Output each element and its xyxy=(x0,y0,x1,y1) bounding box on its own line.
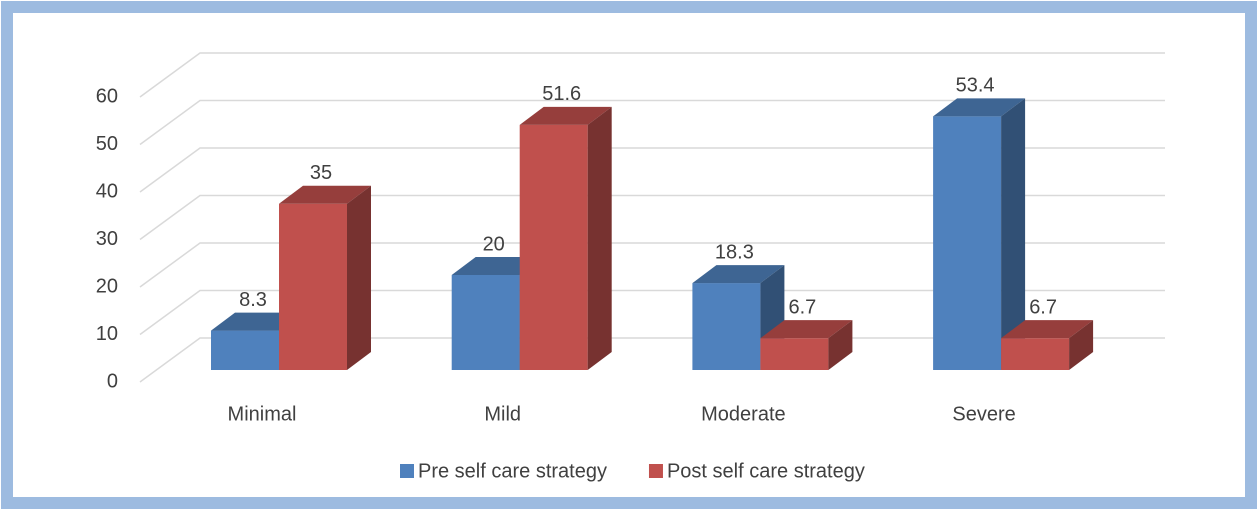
y-tick-label: 50 xyxy=(96,133,118,155)
y-tick-label: 10 xyxy=(96,323,118,345)
bar-front xyxy=(519,124,588,371)
grid-line xyxy=(139,194,1165,241)
bar-front xyxy=(279,203,347,370)
bar-side xyxy=(347,185,371,370)
legend-label: Pre self care strategy xyxy=(418,460,607,482)
grid-line xyxy=(139,147,1165,193)
bar-top xyxy=(279,185,371,204)
bar-side xyxy=(828,320,853,370)
x-tick-label: Severe xyxy=(952,403,1015,425)
y-tick-label: 40 xyxy=(96,180,118,202)
legend-swatch xyxy=(648,464,663,478)
bar-front xyxy=(760,338,829,370)
bar-top xyxy=(933,98,1026,117)
bar-front xyxy=(451,275,520,370)
grid-line xyxy=(139,99,1165,146)
bar-front xyxy=(1001,338,1070,370)
legend-label: Post self care strategy xyxy=(667,460,865,482)
bar-side xyxy=(1069,320,1094,370)
x-tick-label: Mild xyxy=(484,403,521,425)
x-tick-label: Minimal xyxy=(228,403,297,425)
y-tick-label: 0 xyxy=(107,370,118,392)
legend-swatch xyxy=(400,464,414,478)
grid-line xyxy=(139,242,1165,288)
data-label: 20 xyxy=(483,233,505,255)
bar-top xyxy=(1001,320,1094,339)
data-label: 51.6 xyxy=(542,83,581,105)
data-label: 6.7 xyxy=(788,296,816,318)
bar-front xyxy=(211,330,279,370)
bar-front xyxy=(933,116,1002,370)
data-label: 53.4 xyxy=(956,75,995,97)
grid-line xyxy=(139,52,1165,98)
bar-top xyxy=(760,320,853,339)
data-label: 35 xyxy=(310,162,332,184)
bar-front xyxy=(692,283,761,370)
data-label: 8.3 xyxy=(239,289,267,311)
data-label: 6.7 xyxy=(1029,296,1057,318)
bar-side xyxy=(1001,98,1026,370)
bar-top xyxy=(519,106,612,125)
bar-top xyxy=(692,265,785,284)
y-tick-label: 20 xyxy=(96,275,118,297)
x-tick-label: Moderate xyxy=(701,403,786,425)
grid-line xyxy=(139,289,1165,336)
bar-side xyxy=(587,106,612,371)
y-tick-label: 30 xyxy=(96,228,118,250)
y-tick-label: 60 xyxy=(96,85,118,107)
data-label: 18.3 xyxy=(715,241,754,263)
